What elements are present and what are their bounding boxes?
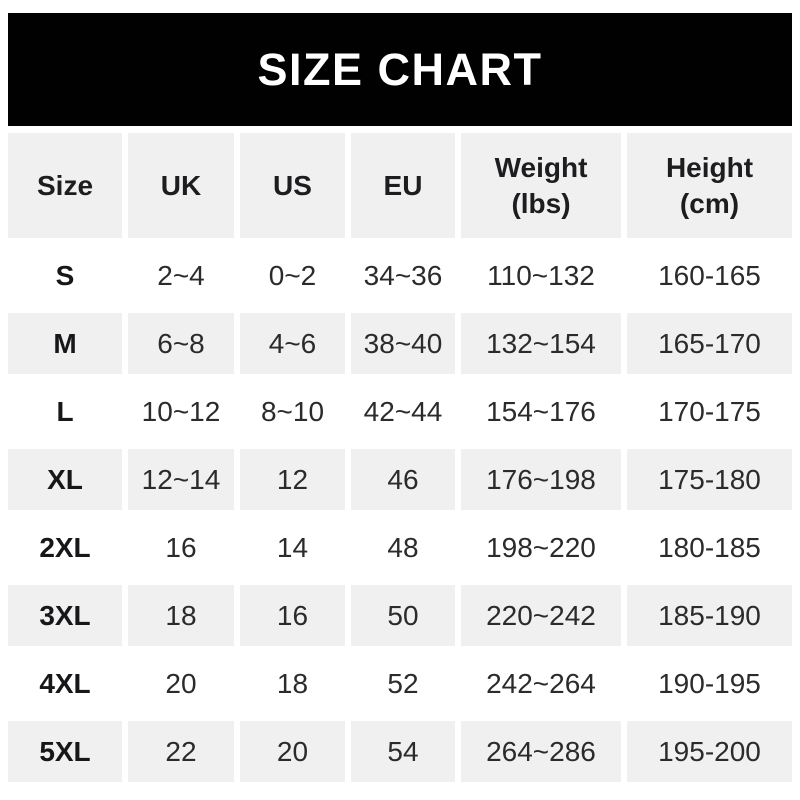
table-cell-height: 195-200 bbox=[627, 721, 792, 782]
table-cell-eu: 38~40 bbox=[351, 313, 455, 374]
table-cell-height: 175-180 bbox=[627, 449, 792, 510]
table-cell-weight: 132~154 bbox=[461, 313, 621, 374]
column-header-eu: EU bbox=[351, 133, 455, 238]
table-cell-uk: 10~12 bbox=[128, 381, 234, 442]
table-cell-weight: 154~176 bbox=[461, 381, 621, 442]
table-cell-uk: 12~14 bbox=[128, 449, 234, 510]
table-cell-uk: 6~8 bbox=[128, 313, 234, 374]
table-cell-weight: 176~198 bbox=[461, 449, 621, 510]
column-header-us: US bbox=[240, 133, 345, 238]
table-cell-height: 185-190 bbox=[627, 585, 792, 646]
table-cell-us: 18 bbox=[240, 653, 345, 714]
table-cell-eu: 42~44 bbox=[351, 381, 455, 442]
table-cell-height: 190-195 bbox=[627, 653, 792, 714]
size-cell: 4XL bbox=[8, 653, 122, 714]
table-cell-uk: 2~4 bbox=[128, 245, 234, 306]
column-header-uk: UK bbox=[128, 133, 234, 238]
column-header-height: Height (cm) bbox=[627, 133, 792, 238]
size-cell: 2XL bbox=[8, 517, 122, 578]
table-cell-us: 4~6 bbox=[240, 313, 345, 374]
size-cell: XL bbox=[8, 449, 122, 510]
table-cell-us: 16 bbox=[240, 585, 345, 646]
table-cell-eu: 52 bbox=[351, 653, 455, 714]
size-cell: M bbox=[8, 313, 122, 374]
table-cell-uk: 22 bbox=[128, 721, 234, 782]
table-cell-eu: 54 bbox=[351, 721, 455, 782]
table-cell-weight: 110~132 bbox=[461, 245, 621, 306]
table-cell-eu: 34~36 bbox=[351, 245, 455, 306]
table-cell-height: 160-165 bbox=[627, 245, 792, 306]
size-cell: S bbox=[8, 245, 122, 306]
size-cell: L bbox=[8, 381, 122, 442]
table-cell-us: 8~10 bbox=[240, 381, 345, 442]
table-cell-eu: 46 bbox=[351, 449, 455, 510]
size-chart-banner: SIZE CHART bbox=[8, 13, 792, 126]
table-cell-weight: 198~220 bbox=[461, 517, 621, 578]
table-cell-weight: 220~242 bbox=[461, 585, 621, 646]
table-cell-us: 14 bbox=[240, 517, 345, 578]
table-cell-us: 20 bbox=[240, 721, 345, 782]
size-chart-table: Size UK US EU Weight (lbs) Height (cm) S… bbox=[8, 133, 792, 782]
table-cell-height: 165-170 bbox=[627, 313, 792, 374]
size-cell: 3XL bbox=[8, 585, 122, 646]
table-cell-height: 170-175 bbox=[627, 381, 792, 442]
table-cell-uk: 18 bbox=[128, 585, 234, 646]
table-cell-eu: 48 bbox=[351, 517, 455, 578]
table-cell-eu: 50 bbox=[351, 585, 455, 646]
table-cell-height: 180-185 bbox=[627, 517, 792, 578]
table-cell-us: 12 bbox=[240, 449, 345, 510]
size-cell: 5XL bbox=[8, 721, 122, 782]
column-header-weight: Weight (lbs) bbox=[461, 133, 621, 238]
table-cell-weight: 242~264 bbox=[461, 653, 621, 714]
table-cell-uk: 16 bbox=[128, 517, 234, 578]
page-title: SIZE CHART bbox=[257, 44, 543, 95]
table-cell-us: 0~2 bbox=[240, 245, 345, 306]
column-header-size: Size bbox=[8, 133, 122, 238]
table-cell-weight: 264~286 bbox=[461, 721, 621, 782]
table-cell-uk: 20 bbox=[128, 653, 234, 714]
